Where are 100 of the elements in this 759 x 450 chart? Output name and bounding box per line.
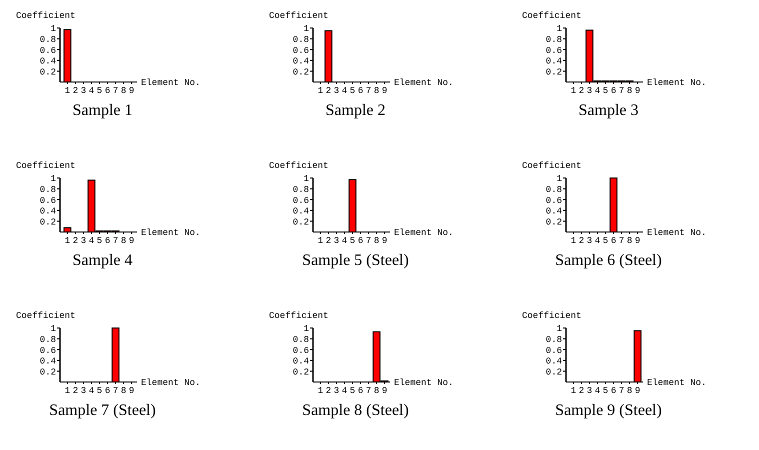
y-tick-label: 1 — [50, 324, 56, 334]
y-tick-label: 0.8 — [40, 334, 56, 345]
y-tick-label: 0.2 — [546, 217, 562, 228]
x-tick-label: 1 — [64, 236, 70, 246]
x-tick-label: 9 — [128, 236, 134, 246]
x-tick-label: 6 — [610, 236, 616, 246]
x-tick-label: 3 — [80, 86, 86, 96]
x-tick-label: 2 — [578, 86, 584, 96]
x-tick-label: 7 — [112, 86, 118, 96]
y-tick-label: 0.6 — [40, 46, 56, 56]
x-tick-label: 2 — [578, 386, 584, 396]
x-tick-label: 5 — [96, 236, 102, 246]
y-axis-title: Coefficient — [269, 11, 328, 21]
x-tick-label: 8 — [626, 236, 632, 246]
x-tick-label: 4 — [342, 236, 348, 246]
x-tick-label: 9 — [382, 236, 388, 246]
y-tick-label: 0.6 — [40, 196, 56, 206]
y-tick-label: 0.8 — [40, 184, 56, 195]
text: Sample 7 (Steel) — [49, 402, 156, 419]
x-tick-label: 2 — [578, 236, 584, 246]
y-tick-label: 0.8 — [546, 34, 562, 45]
y-axis-title: Coefficient — [16, 311, 76, 321]
y-tick-label: 0.8 — [546, 184, 562, 195]
y-tick-label: 1 — [304, 174, 309, 184]
y-axis-title: Coefficient — [522, 161, 582, 171]
x-tick-label: 6 — [358, 386, 364, 396]
x-tick-label: 1 — [570, 86, 576, 96]
y-tick-label: 0.4 — [546, 56, 562, 67]
x-tick-label: 8 — [120, 86, 126, 96]
y-axis-title: Coefficient — [269, 311, 328, 321]
x-tick-label: 2 — [326, 86, 332, 96]
text: Sample 4 — [72, 252, 132, 269]
x-tick-label: 6 — [104, 236, 110, 246]
x-tick-label: 2 — [72, 86, 78, 96]
x-tick-label: 7 — [366, 236, 372, 246]
x-tick-label: 6 — [610, 86, 616, 96]
x-axis-title: Element No. — [394, 378, 454, 388]
y-tick-label: 1 — [50, 174, 56, 184]
y-tick-label: 0.8 — [40, 34, 56, 45]
y-tick-label: 0.8 — [546, 334, 562, 345]
x-tick-label: 7 — [112, 236, 118, 246]
y-tick-label: 0.6 — [292, 46, 309, 56]
x-tick-label: 2 — [72, 236, 78, 246]
y-tick-label: 0.4 — [546, 206, 562, 217]
x-tick-label: 2 — [326, 386, 332, 396]
y-tick-label: 0.6 — [292, 346, 309, 356]
x-tick-label: 3 — [80, 236, 86, 246]
y-tick-label: 0.2 — [40, 367, 56, 378]
x-tick-label: 9 — [634, 236, 640, 246]
y-tick-label: 0.4 — [40, 206, 56, 217]
x-tick-label: 4 — [594, 86, 600, 96]
x-tick-label: 4 — [88, 86, 94, 96]
y-tick-label: 0.4 — [292, 356, 309, 367]
x-tick-label: 8 — [626, 386, 632, 396]
y-tick-label: 0.4 — [40, 56, 56, 67]
y-tick-label: 1 — [304, 324, 309, 334]
x-tick-label: 9 — [128, 86, 134, 96]
x-tick-label: 9 — [382, 86, 388, 96]
y-tick-label: 0.4 — [292, 56, 309, 67]
x-tick-label: 9 — [634, 86, 640, 96]
y-tick-label: 0.2 — [292, 217, 309, 228]
y-tick-label: 0.6 — [546, 346, 562, 356]
x-tick-label: 4 — [342, 86, 348, 96]
x-tick-label: 5 — [350, 386, 356, 396]
y-axis-title: Coefficient — [522, 311, 582, 321]
y-tick-label: 1 — [50, 24, 56, 34]
y-tick-label: 0.6 — [546, 46, 562, 56]
x-tick-label: 1 — [64, 386, 70, 396]
x-tick-label: 7 — [366, 386, 372, 396]
y-tick-label: 0.2 — [546, 67, 562, 78]
x-tick-label: 6 — [104, 86, 110, 96]
y-tick-label: 0.8 — [292, 334, 309, 345]
x-tick-label: 2 — [326, 236, 332, 246]
y-tick-label: 0.6 — [40, 346, 56, 356]
x-tick-label: 9 — [634, 386, 640, 396]
x-tick-label: 5 — [602, 86, 608, 96]
x-tick-label: 9 — [382, 386, 388, 396]
x-tick-label: 1 — [318, 236, 324, 246]
y-tick-label: 0.8 — [292, 184, 309, 195]
x-axis-title: Element No. — [141, 78, 200, 88]
x-tick-label: 4 — [342, 386, 348, 396]
x-tick-label: 6 — [104, 386, 110, 396]
x-axis-title: Element No. — [141, 228, 200, 238]
y-axis-title: Coefficient — [16, 11, 76, 21]
x-tick-label: 4 — [594, 386, 600, 396]
y-tick-label: 0.4 — [40, 356, 56, 367]
x-tick-label: 1 — [570, 236, 576, 246]
y-axis-title: Coefficient — [16, 161, 76, 171]
x-tick-label: 1 — [318, 386, 324, 396]
x-tick-label: 3 — [334, 86, 340, 96]
y-tick-label: 0.8 — [292, 34, 309, 45]
y-tick-label: 0.2 — [292, 67, 309, 78]
x-axis-title: Element No. — [394, 78, 454, 88]
text: Sample 2 — [326, 102, 386, 119]
x-tick-label: 8 — [120, 236, 126, 246]
y-tick-label: 1 — [556, 24, 562, 34]
x-axis-title: Element No. — [647, 78, 706, 88]
x-tick-label: 1 — [64, 86, 70, 96]
x-axis-title: Element No. — [141, 378, 200, 388]
x-tick-label: 5 — [96, 86, 102, 96]
